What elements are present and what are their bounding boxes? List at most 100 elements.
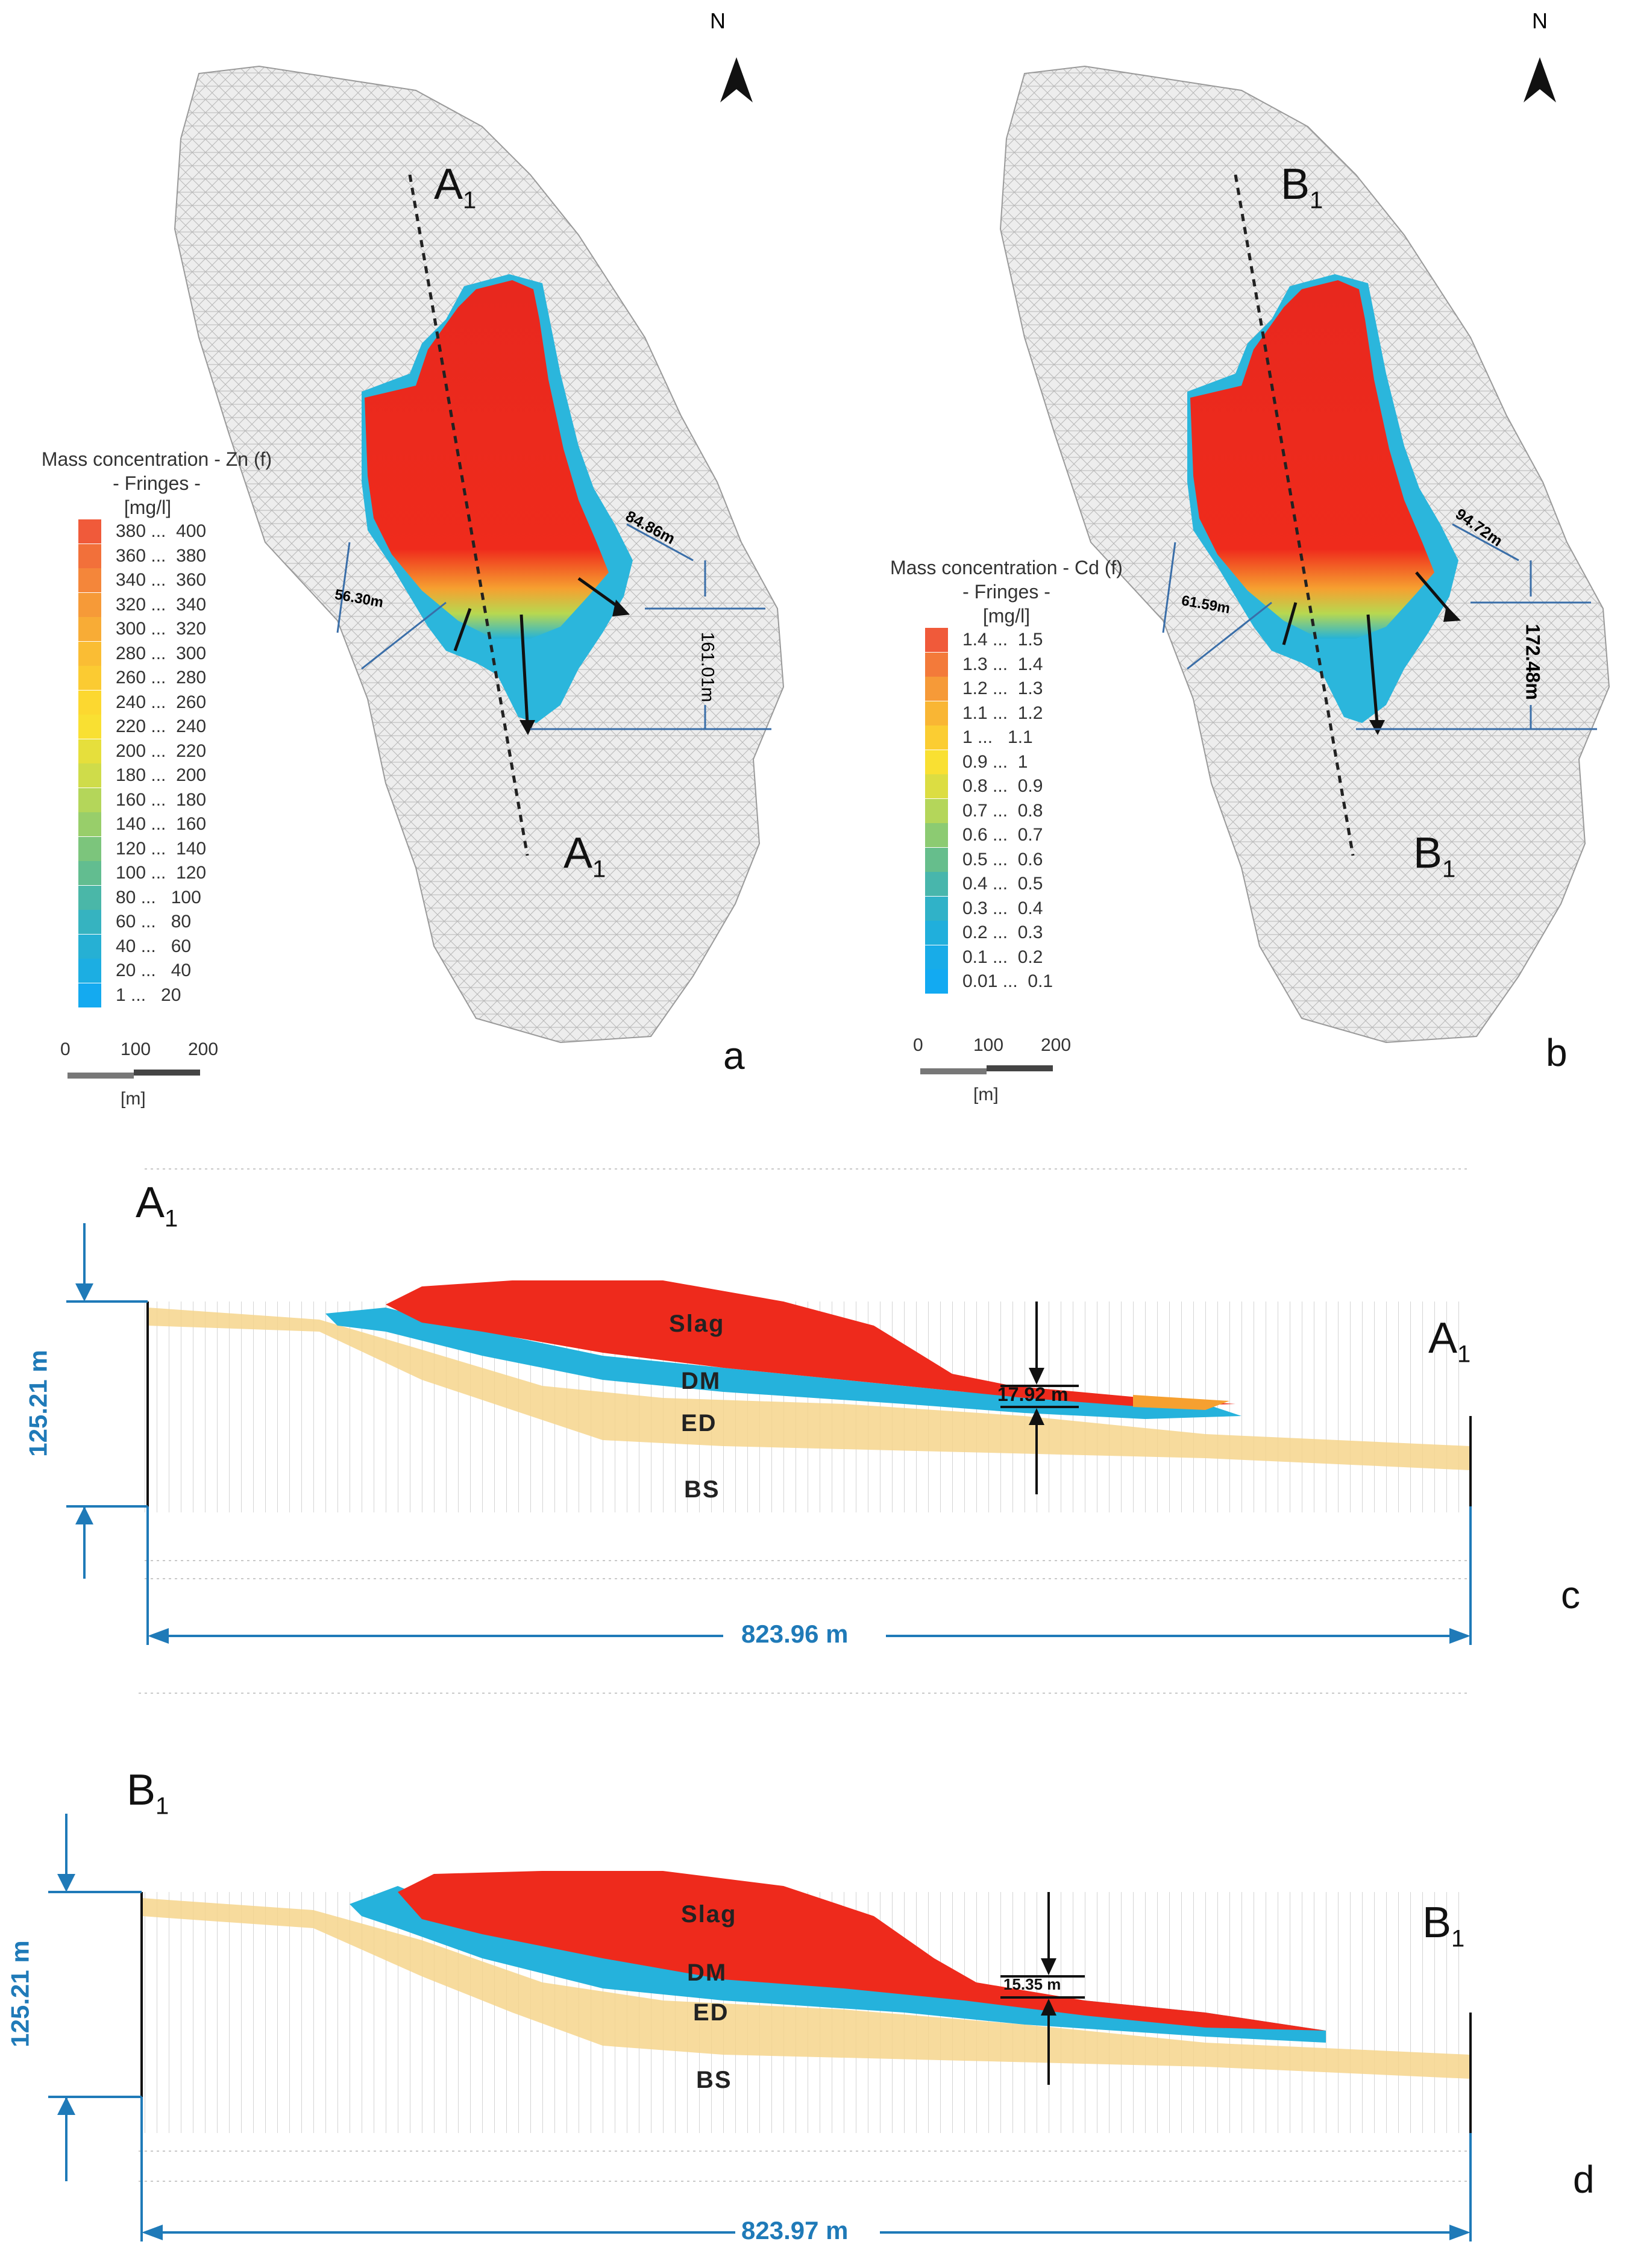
legend-a-entry: 40 ... 60: [78, 934, 192, 959]
legend-b-range-label: 1 ... 1.1: [962, 727, 1033, 747]
legend-a-range-label: 300 ... 320: [116, 619, 207, 639]
north-label-b: N: [1532, 8, 1548, 33]
legend-a-entry: 260 ... 280: [78, 666, 206, 690]
scale-b-tick-0: 0: [913, 1035, 923, 1055]
legend-a-entry: 240 ... 260: [78, 690, 207, 715]
panel-letter-a: a: [723, 1034, 745, 1077]
legend-a-swatch: [78, 788, 101, 812]
legend-a-swatch: [78, 617, 101, 641]
legend-b-entry: 0.7 ... 0.8: [925, 798, 1043, 823]
legend-b-title: Mass concentration - Cd (f): [890, 557, 1123, 578]
legend-b-range-label: 1.3 ... 1.4: [962, 654, 1043, 674]
north-arrow-a: [720, 57, 753, 102]
legend-a-swatch: [78, 641, 101, 666]
map-panel-b: [999, 57, 1610, 1044]
legend-b-entry: 1.1 ... 1.2: [925, 701, 1043, 725]
scale-a-unit: [m]: [121, 1089, 146, 1109]
length-dim-d: [140, 2097, 1472, 2241]
legend-b-entry: 0.6 ... 0.7: [925, 823, 1043, 847]
legend-b-swatch: [925, 652, 948, 677]
panel-letter-c: c: [1561, 1573, 1580, 1617]
arrow-a-3: [453, 608, 472, 651]
panel-letter-d: d: [1573, 2158, 1595, 2201]
legend-a-swatch: [78, 812, 101, 836]
section-c-bs: BS: [684, 1476, 720, 1503]
slag-body-c: [386, 1280, 1235, 1407]
section-c-thickness: 17.92 m: [997, 1383, 1069, 1405]
legend-b-swatch: [925, 701, 948, 725]
section-d-slag: Slag: [681, 1901, 737, 1928]
plume-core-a: [365, 280, 609, 639]
north-arrow-b: [1524, 57, 1556, 102]
map-panel-a: [174, 57, 785, 1044]
legend-a-range-label: 360 ... 380: [116, 545, 207, 566]
arrow-b-3: [1282, 602, 1298, 645]
legend-a-range-label: 80 ... 100: [116, 887, 201, 907]
legend-a-range-label: 320 ... 340: [116, 594, 207, 615]
section-d-length: 823.97 m: [741, 2216, 849, 2245]
section-c-height: 125.21 m: [24, 1350, 52, 1457]
legend-b-swatch: [925, 970, 948, 994]
legend-a-range-label: 20 ... 40: [116, 960, 192, 980]
section-d-bs: BS: [696, 2067, 732, 2093]
legend-a-entry: 360 ... 380: [78, 544, 206, 568]
legend-a-swatch: [78, 544, 101, 568]
dim-b-3: 172.48m: [1522, 624, 1544, 700]
legend-a-entry: 120 ... 140: [78, 836, 206, 861]
legend-a-range-label: 240 ... 260: [116, 692, 207, 712]
legend-a-swatch: [78, 739, 101, 763]
scale-bar-b: 0 100 200 [m]: [913, 1035, 1094, 1107]
legend-b-range-label: 0.8 ... 0.9: [962, 776, 1043, 796]
arrow-a-2: [577, 577, 622, 610]
section-line-a: [408, 174, 529, 856]
legend-b-subtitle: - Fringes -: [962, 581, 1050, 603]
slag-body-d: [398, 1871, 1326, 2031]
scale-b-tick-100: 100: [973, 1035, 1004, 1055]
legend-a-swatch: [78, 934, 101, 959]
legend-b-entry: 0.8 ... 0.9: [925, 774, 1043, 798]
legend-b-range-label: 0.3 ... 0.4: [962, 898, 1043, 918]
legend-b-range-label: 1.4 ... 1.5: [962, 630, 1043, 650]
plume-core-b: [1190, 280, 1434, 639]
arrow-a-1: [519, 614, 529, 724]
legend-b-entry: 0.9 ... 1: [925, 750, 1028, 774]
legend-b-swatch: [925, 847, 948, 872]
scale-a-seg1: [67, 1073, 134, 1079]
ed-layer-c: [148, 1308, 1470, 1470]
scale-a-tick-200: 200: [188, 1039, 219, 1059]
legend-a-range-label: 180 ... 200: [116, 765, 207, 785]
legend-b-swatch: [925, 921, 948, 945]
legend-a-entry: 340 ... 360: [78, 568, 206, 592]
legend-a-subtitle: - Fringes -: [113, 472, 201, 494]
panel-letter-b: b: [1546, 1031, 1568, 1074]
legend-a-range-label: 340 ... 360: [116, 570, 207, 590]
legend-b-range-label: 0.7 ... 0.8: [962, 800, 1043, 821]
legend-a-range-label: 40 ... 60: [116, 936, 192, 956]
section-c-length: 823.96 m: [741, 1620, 849, 1648]
legend-b-range-label: 0.6 ... 0.7: [962, 825, 1043, 845]
legend-b-swatch: [925, 872, 948, 896]
legend-a-swatch: [78, 861, 101, 885]
legend-b-unit: [mg/l]: [982, 605, 1031, 627]
legend-a-entry: 320 ... 340: [78, 592, 207, 617]
scale-b-unit: [m]: [973, 1085, 999, 1104]
legend-a-range-label: 220 ... 240: [116, 716, 207, 736]
legend-a-range-label: 100 ... 120: [116, 863, 207, 883]
legend-b-swatch: [925, 798, 948, 823]
scale-b-seg1: [920, 1068, 987, 1074]
length-dim-c: [146, 1506, 1472, 1645]
legend-b-swatch: [925, 896, 948, 921]
legend-b-range-label: 1.1 ... 1.2: [962, 703, 1043, 723]
legend-a-entry: 380 ... 400: [78, 519, 206, 544]
legend-a-entry: 220 ... 240: [78, 715, 206, 739]
legend-b-range-label: 0.2 ... 0.3: [962, 923, 1043, 942]
map-b-start-label: B1: [1281, 160, 1323, 214]
scale-b-tick-200: 200: [1041, 1035, 1072, 1055]
legend-a-swatch: [78, 910, 101, 934]
section-d-end: B1: [1422, 1899, 1465, 1952]
scale-a-seg2: [134, 1070, 200, 1076]
legend-b-range-label: 0.1 ... 0.2: [962, 947, 1043, 967]
legend-a-entry: 80 ... 100: [78, 885, 201, 910]
legend-a-unit: [mg/l]: [124, 497, 172, 518]
section-c-start: A1: [136, 1179, 178, 1232]
